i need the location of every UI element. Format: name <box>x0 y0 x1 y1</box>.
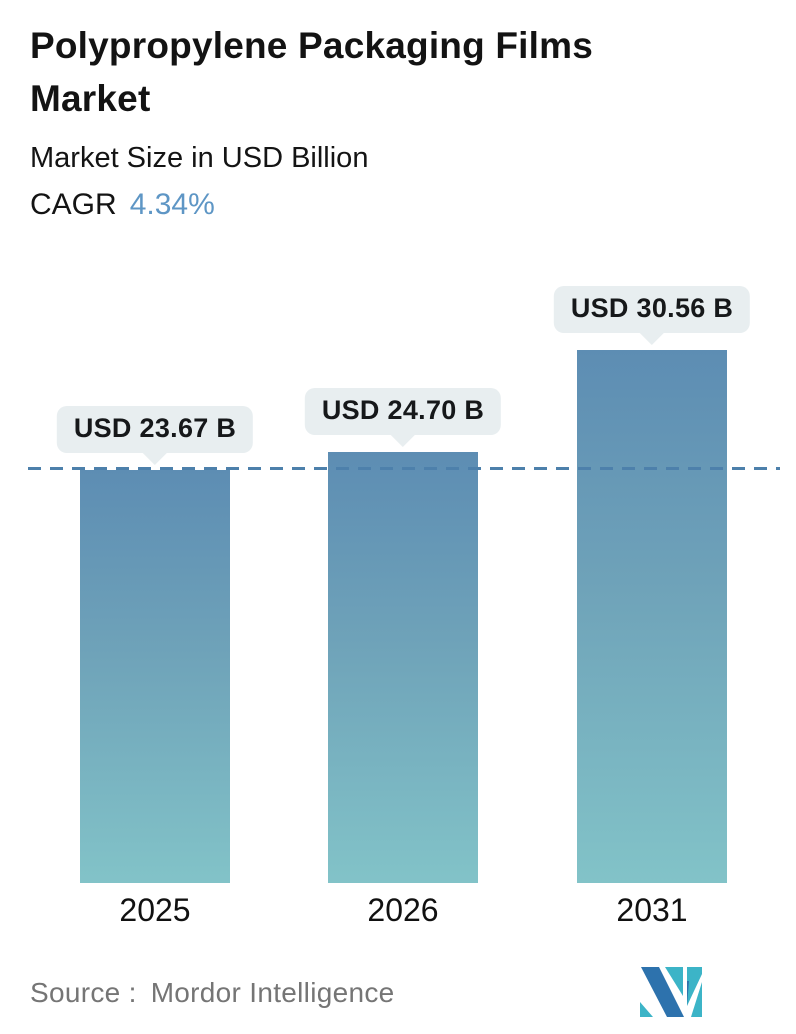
cagr-label: CAGR <box>30 188 117 222</box>
value-label: USD 24.70 B <box>321 395 485 425</box>
value-label: USD 23.67 B <box>73 413 237 443</box>
x-axis-label-2026: 2026 <box>367 892 439 928</box>
chart-header: Polypropylene Packaging Films Market Mar… <box>30 20 730 222</box>
callout-pointer <box>142 452 168 465</box>
value-callout-2026: USD 24.70 B <box>304 388 502 447</box>
source-name: Mordor Intelligence <box>150 977 395 1008</box>
cagr-row: CAGR 4.34% <box>30 188 730 222</box>
source-label: Source : <box>30 977 137 1008</box>
callout-pointer <box>639 332 665 345</box>
source-line: Source : Mordor Intelligence <box>30 977 395 1009</box>
value-callout-2025: USD 23.67 B <box>56 406 254 465</box>
reference-dashed-line <box>28 467 780 470</box>
callout-pointer <box>390 434 416 447</box>
x-axis-label-2025: 2025 <box>119 892 191 928</box>
bar-2025 <box>80 470 230 883</box>
x-axis-label-2031: 2031 <box>616 892 688 928</box>
chart-subtitle: Market Size in USD Billion <box>30 142 369 175</box>
bar-group-2031: USD 30.56 B <box>553 280 751 883</box>
cagr-value: 4.34% <box>129 188 215 222</box>
value-label: USD 30.56 B <box>570 293 734 323</box>
bar-2031 <box>577 350 727 883</box>
bar-group-2026: USD 24.70 B <box>304 280 502 883</box>
mordor-intelligence-logo <box>640 967 702 1017</box>
bar-2026 <box>328 452 478 883</box>
bar-chart: USD 23.67 B USD 24.70 B USD 30.56 B <box>0 280 796 883</box>
value-callout-2031: USD 30.56 B <box>553 286 751 345</box>
bar-group-2025: USD 23.67 B <box>56 280 254 883</box>
page-title: Polypropylene Packaging Films Market <box>30 25 594 119</box>
